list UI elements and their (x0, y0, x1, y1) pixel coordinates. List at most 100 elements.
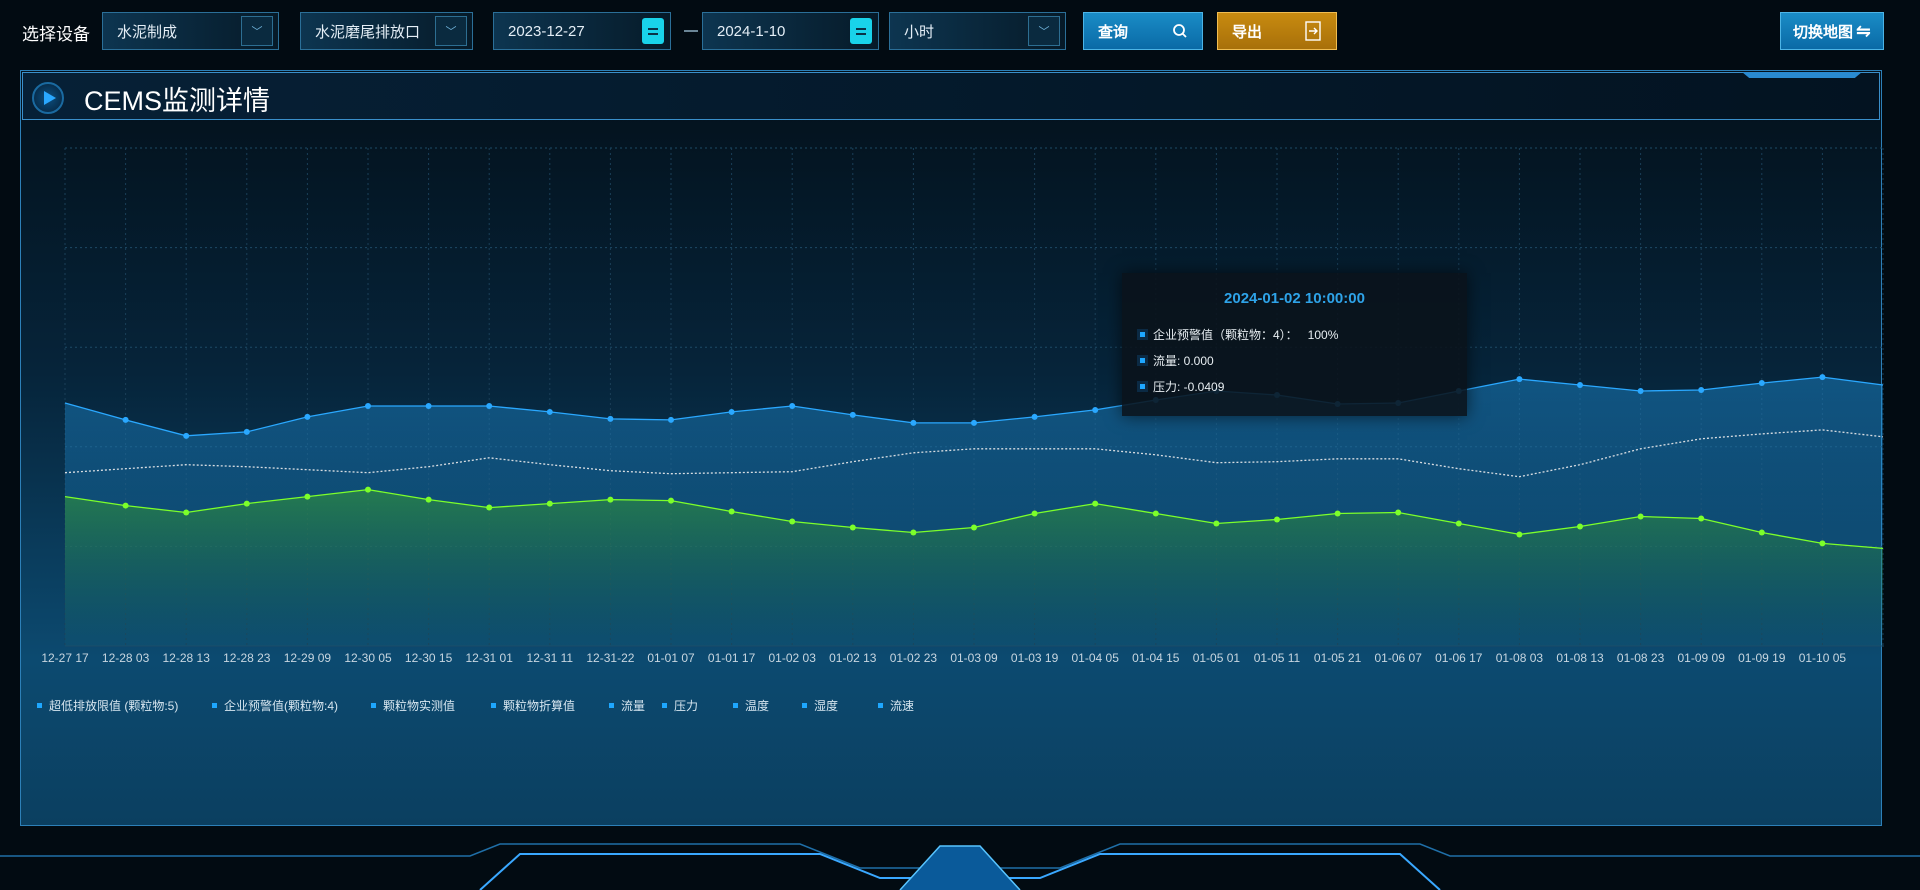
legend-item[interactable]: 湿度 (802, 697, 838, 714)
chevron-down-icon[interactable]: ﹀ (241, 16, 273, 46)
legend-marker-icon (802, 703, 807, 708)
calendar-icon[interactable] (642, 18, 664, 44)
data-point (728, 408, 735, 415)
search-icon (1173, 24, 1187, 38)
data-point (607, 496, 614, 503)
x-tick-label: 01-10 05 (1799, 651, 1847, 665)
data-point (1516, 376, 1523, 383)
series-marker-icon (1137, 355, 1148, 366)
data-point (243, 428, 250, 435)
tooltip-title: 2024-01-02 10:00:00 (1224, 290, 1365, 307)
x-tick-label: 01-05 11 (1254, 651, 1301, 665)
x-tick-label: 01-02 23 (890, 651, 938, 665)
legend-item[interactable]: 压力 (662, 697, 698, 714)
outlet-value: 水泥磨尾排放口 (315, 23, 421, 41)
company-select[interactable]: 水泥制成 ﹀ (102, 12, 279, 50)
data-point (365, 486, 371, 493)
legend-marker-icon (733, 703, 738, 708)
x-tick-label: 12-28 03 (102, 651, 150, 665)
data-point (486, 402, 493, 409)
legend-marker-icon (371, 703, 376, 708)
chevron-down-icon[interactable]: ﹀ (1028, 16, 1060, 46)
end-date-input[interactable]: 2024-1-10 (702, 12, 879, 50)
panel-header (22, 72, 1880, 120)
data-point (728, 508, 735, 515)
data-point (1092, 406, 1099, 413)
legend-item[interactable]: 流速 (878, 697, 914, 714)
x-tick-label: 12-31-22 (586, 651, 634, 665)
x-tick-label: 01-02 03 (769, 651, 817, 665)
switch-map-button[interactable]: 切换地图 ⇋ (1780, 12, 1884, 50)
legend-label: 温度 (745, 699, 770, 713)
x-tick-label: 12-30 05 (344, 651, 392, 665)
data-point (183, 432, 190, 439)
data-point (1455, 520, 1462, 527)
data-point (1092, 500, 1099, 507)
switch-map-label: 切换地图 (1793, 23, 1854, 41)
legend-label: 颗粒物折算值 (503, 699, 576, 713)
export-button[interactable]: 导出 (1217, 12, 1337, 50)
legend-marker-icon (491, 703, 496, 708)
x-tick-label: 12-28 23 (223, 651, 271, 665)
data-point (1577, 382, 1583, 389)
data-point (849, 411, 856, 418)
data-point (1213, 520, 1220, 527)
data-point (486, 504, 493, 511)
granularity-select[interactable]: 小时 ﹀ (889, 12, 1066, 50)
calendar-icon[interactable] (850, 18, 872, 44)
data-point (546, 408, 553, 415)
data-point (365, 402, 371, 409)
tooltip-row-text: 压力: -0.0409 (1153, 380, 1225, 394)
start-date-value: 2023-12-27 (508, 22, 585, 40)
header-accent (1742, 72, 1862, 78)
legend-item[interactable]: 颗粒物实测值 (371, 697, 455, 714)
data-point (1334, 510, 1341, 517)
tooltip-row-text: 企业预警值（颗粒物：4）： 100% (1153, 328, 1339, 342)
data-point (425, 496, 432, 503)
query-label: 查询 (1098, 23, 1129, 41)
x-tick-label: 12-30 15 (405, 651, 453, 665)
legend-item[interactable]: 颗粒物折算值 (491, 697, 575, 714)
end-date-value: 2024-1-10 (717, 22, 786, 40)
legend-item[interactable]: 企业预警值(颗粒物:4) (212, 697, 338, 714)
outlet-select[interactable]: 水泥磨尾排放口 ﹀ (300, 12, 473, 50)
legend-label: 超低排放限值 (颗粒物:5) (49, 699, 179, 713)
switch-icon: ⇋ (1855, 20, 1871, 41)
x-tick-label: 01-01 07 (647, 651, 695, 665)
date-range-separator (684, 30, 698, 32)
query-button[interactable]: 查询 (1083, 12, 1203, 50)
start-date-input[interactable]: 2023-12-27 (493, 12, 671, 50)
data-point (1031, 413, 1038, 420)
x-tick-label: 01-08 03 (1496, 651, 1544, 665)
legend-item[interactable]: 超低排放限值 (颗粒物:5) (37, 697, 178, 714)
tooltip-row-text: 流量: 0.000 (1153, 354, 1214, 368)
data-point (1031, 510, 1038, 517)
series-line (64, 429, 1884, 478)
legend-marker-icon (609, 703, 614, 708)
data-point (1698, 515, 1705, 522)
data-point (1395, 509, 1402, 516)
device-label: 选择设备 (22, 25, 90, 44)
export-icon (1305, 21, 1321, 41)
legend-label: 颗粒物实测值 (383, 699, 456, 713)
legend-marker-icon (37, 703, 42, 708)
x-tick-label: 12-28 13 (163, 651, 211, 665)
chart-tooltip: 2024-01-02 10:00:00 企业预警值（颗粒物：4）： 100% 流… (1122, 273, 1467, 416)
x-tick-label: 01-08 13 (1556, 651, 1604, 665)
legend-item[interactable]: 温度 (733, 697, 769, 714)
legend-item[interactable]: 流量 (609, 697, 645, 714)
granularity-value: 小时 (904, 23, 935, 41)
x-tick-label: 01-04 15 (1132, 651, 1180, 665)
data-point (971, 419, 977, 426)
panel-title: CEMS监测详情 (84, 86, 271, 116)
data-point (910, 529, 917, 536)
data-point (1577, 523, 1583, 530)
chevron-down-icon[interactable]: ﹀ (435, 16, 467, 46)
data-point (1758, 380, 1765, 387)
data-point (971, 524, 977, 531)
legend-label: 压力 (674, 699, 699, 713)
x-tick-label: 01-03 19 (1011, 651, 1059, 665)
bottom-decoration (0, 843, 1920, 890)
data-point (1758, 529, 1765, 536)
data-point (789, 518, 796, 525)
